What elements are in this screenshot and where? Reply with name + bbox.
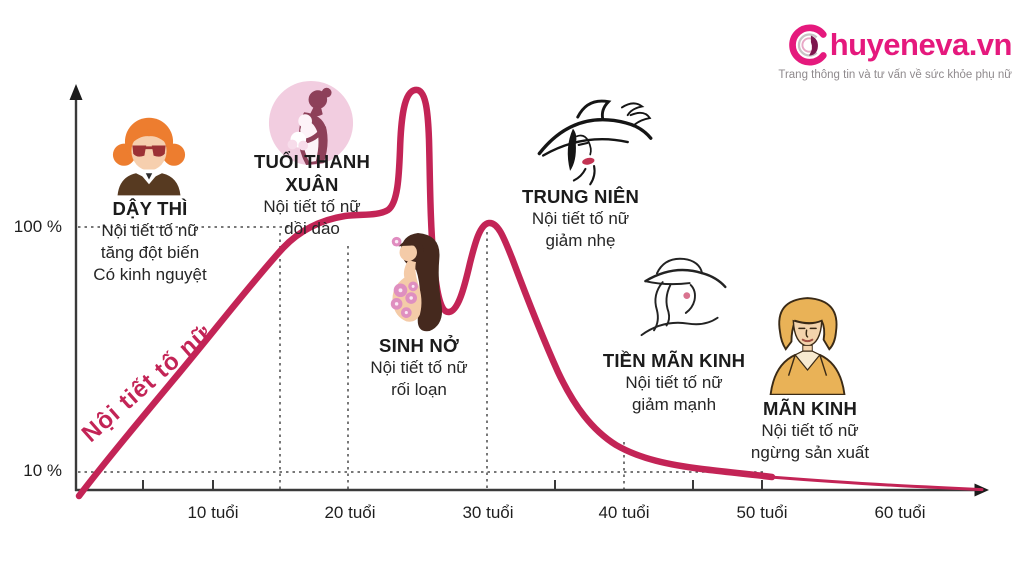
stage-line: Nội tiết tố nữ xyxy=(625,373,723,392)
pregnant-woman-icon xyxy=(390,232,443,332)
stage-sinh-no: SINH NỞ Nội tiết tố nữ rối loạn xyxy=(345,334,493,401)
y-tick-100: 100 % xyxy=(13,217,62,236)
hormone-curve-tail xyxy=(768,475,984,492)
x-tick-30: 30 tuổi xyxy=(462,503,514,522)
logo-tagline: Trang thông tin và tư vấn về sức khỏe ph… xyxy=(778,69,1012,81)
stage-line: ngừng sản xuất xyxy=(750,443,870,462)
stage-title: SINH NỞ xyxy=(379,335,459,356)
stage-line: Nội tiết tố nữ xyxy=(370,358,468,377)
logo-c-icon xyxy=(788,24,827,66)
hormone-curve xyxy=(75,86,776,500)
logo-brand-text: huyeneva.vn xyxy=(829,27,1013,62)
young-woman-icon xyxy=(268,80,354,166)
premenopause-woman-icon xyxy=(640,257,727,337)
stage-man-kinh: MÃN KINH Nội tiết tố nữ ngừng sản xuất xyxy=(724,397,896,464)
stage-line: dồi dào xyxy=(284,219,340,238)
y-axis-arrow-icon xyxy=(69,84,83,100)
x-tick-10: 10 tuổi xyxy=(187,503,239,522)
stage-title: TUỔI THANH XUÂN xyxy=(253,151,371,195)
stage-line: giảm nhẹ xyxy=(545,231,616,250)
stage-title: TIỀN MÃN KINH xyxy=(602,350,746,371)
stage-trung-nien: TRUNG NIÊN Nội tiết tố nữ giảm nhẹ xyxy=(503,185,658,252)
stage-tien-man-kinh: TIỀN MÃN KINH Nội tiết tố nữ giảm mạnh xyxy=(590,349,758,416)
site-logo[interactable]: huyeneva.vn Trang thông tin và tư vấn về… xyxy=(762,24,1013,81)
stage-line: Nội tiết tố nữ xyxy=(263,197,361,216)
x-tick-60: 60 tuổi xyxy=(874,503,926,522)
menopause-woman-icon xyxy=(769,297,846,395)
x-tick-40: 40 tuổi xyxy=(598,503,650,522)
stage-line: Nội tiết tố nữ xyxy=(531,209,630,228)
stage-line: giảm mạnh xyxy=(631,395,717,414)
stage-day-thi: DẬY THÌ Nội tiết tố nữ tăng đột biến Có … xyxy=(75,197,225,286)
stage-line: Có kinh nguyệt xyxy=(93,265,207,284)
middle-aged-woman-icon xyxy=(537,99,653,186)
stage-title: DẬY THÌ xyxy=(112,198,188,219)
stage-line: Nội tiết tố nữ xyxy=(101,221,199,240)
stage-title: TRUNG NIÊN xyxy=(521,186,640,207)
y-tick-10: 10 % xyxy=(23,461,62,480)
stage-line: rối loạn xyxy=(391,380,447,399)
x-tick-20: 20 tuổi xyxy=(324,503,376,522)
axes xyxy=(74,96,978,492)
x-axis-ticks xyxy=(142,480,763,490)
stage-title: MÃN KINH xyxy=(762,398,858,419)
stage-line: Nội tiết tố nữ xyxy=(761,421,859,440)
stage-line: tăng đột biến xyxy=(100,243,200,262)
stage-tuoi-thanh-xuan: TUỔI THANH XUÂN Nội tiết tố nữ dồi dào xyxy=(228,150,396,240)
puberty-girl-icon xyxy=(112,117,186,196)
x-tick-50: 50 tuổi xyxy=(736,503,788,522)
